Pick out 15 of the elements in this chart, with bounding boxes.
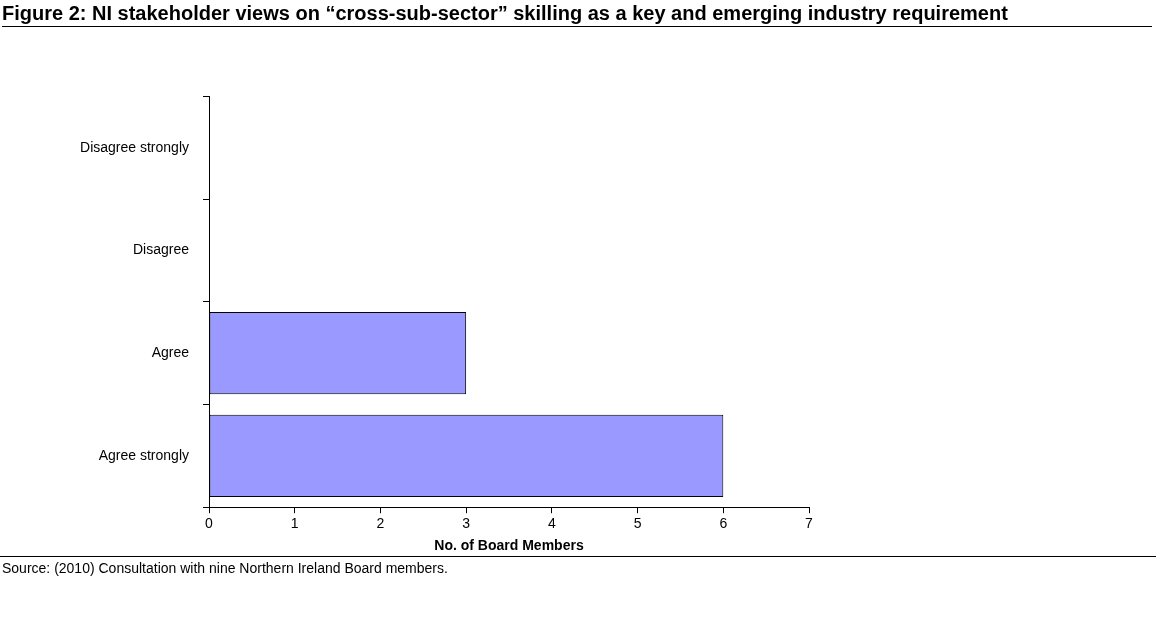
- x-tick-label: 4: [547, 515, 556, 532]
- y-tick-label: Disagree strongly: [80, 138, 189, 155]
- y-tick-label: Agree strongly: [98, 446, 189, 463]
- y-tick-label: Agree: [151, 344, 190, 361]
- chart-title: Figure 2: NI stakeholder views on “cross-sub-sector” skilling as a key and emerging industry requirement: [2, 2, 1152, 27]
- x-tick-label: 7: [805, 515, 814, 532]
- x-tick-label: 3: [462, 515, 471, 532]
- x-tick-label: 2: [376, 515, 385, 532]
- x-tick-label: 5: [633, 515, 642, 532]
- y-tick-label: Disagree: [132, 241, 190, 258]
- x-tick-label: 6: [719, 515, 728, 532]
- x-tick-label: 0: [205, 515, 214, 532]
- x-axis-title: No. of Board Members: [433, 537, 585, 553]
- source-note: Source: (2010) Consultation with nine Northern Ireland Board members.: [0, 556, 1156, 579]
- x-tick-label: 1: [290, 515, 299, 532]
